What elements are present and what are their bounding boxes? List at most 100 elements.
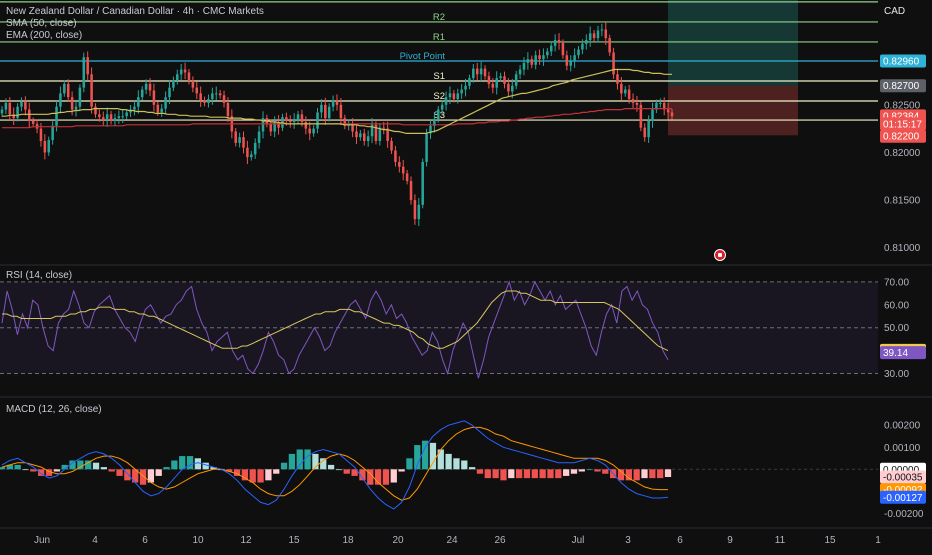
candle-body	[460, 89, 463, 94]
macd-histogram-bar	[38, 469, 45, 476]
macd-histogram-bar	[468, 467, 476, 470]
candle-body	[538, 55, 541, 60]
macd-histogram-bar	[296, 449, 303, 470]
macd-histogram-bar	[273, 469, 280, 474]
macd-badge-bg	[880, 490, 926, 504]
macd-histogram-bar	[0, 467, 6, 470]
candle-body	[437, 109, 440, 120]
candle-body	[343, 118, 347, 126]
macd-histogram-bar	[500, 469, 507, 481]
macd-histogram-bar	[382, 469, 390, 485]
candle-body	[542, 55, 545, 60]
rsi-legend[interactable]: RSI (14, close)	[6, 270, 73, 281]
candle-body	[503, 76, 506, 84]
candle-body	[78, 87, 82, 107]
candle-body	[98, 114, 101, 118]
macd-histogram-bar	[492, 469, 499, 479]
candle-body	[472, 68, 475, 79]
macd-histogram-bar	[61, 464, 68, 470]
candle-body	[549, 45, 553, 52]
candle-body	[66, 83, 70, 98]
candle-body	[530, 59, 534, 65]
macd-signal-line	[1, 426, 668, 501]
macd-histogram-bar	[6, 464, 13, 470]
sma-legend[interactable]: SMA (50, close)	[6, 18, 77, 29]
candle-body	[253, 142, 257, 155]
candle-body	[370, 124, 374, 137]
candle-body	[117, 116, 121, 119]
candle-body	[218, 93, 222, 96]
macd-histogram-bar	[69, 460, 76, 470]
macd-histogram-bar	[602, 469, 609, 474]
macd-histogram-bar	[320, 458, 327, 470]
currency-label[interactable]: CAD	[884, 6, 906, 17]
macd-histogram-bar	[124, 469, 131, 481]
candle-body	[483, 68, 487, 77]
candle-body	[109, 114, 113, 121]
candle-body	[351, 123, 354, 132]
candle-body	[514, 74, 518, 86]
candle-body	[534, 55, 537, 65]
macd-histogram-bar	[30, 469, 37, 472]
candle-body	[355, 131, 358, 138]
time-tick: 4	[92, 535, 98, 546]
candle-body	[296, 114, 300, 121]
candle-body	[394, 150, 397, 162]
candle-body	[246, 147, 249, 158]
candle-body	[616, 74, 619, 84]
candle-body	[565, 55, 569, 66]
candle-body	[152, 90, 156, 105]
macd-histogram-bar	[233, 469, 241, 476]
macd-histogram-bar	[155, 469, 162, 476]
price-tick: 0.81500	[884, 196, 921, 207]
rsi-band	[0, 281, 878, 374]
canada-flag-icon[interactable]	[714, 249, 726, 261]
macd-histogram-bar	[617, 469, 625, 481]
candle-body	[176, 74, 179, 81]
macd-histogram-bar	[14, 464, 21, 470]
candle-body	[635, 102, 639, 105]
target-zone	[668, 0, 798, 86]
macd-badge: -0.00127	[883, 493, 923, 504]
candle-body	[24, 101, 27, 110]
pivot-label: R2	[433, 12, 445, 23]
macd-histogram-bar	[476, 469, 484, 474]
candle-body	[211, 93, 214, 100]
candle-body	[409, 181, 413, 201]
macd-histogram-bar	[327, 464, 335, 470]
symbol-title[interactable]: New Zealand Dollar / Canadian Dollar · 4…	[6, 6, 264, 17]
ema-legend[interactable]: EMA (200, close)	[6, 30, 83, 41]
candle-body	[620, 83, 623, 94]
time-tick: Jun	[34, 535, 50, 546]
candle-body	[86, 57, 89, 75]
candle-body	[28, 109, 31, 121]
time-tick: 6	[142, 535, 148, 546]
macd-legend[interactable]: MACD (12, 26, close)	[6, 404, 102, 415]
price-tick: 0.82000	[884, 148, 921, 159]
macd-histogram-bar	[406, 458, 413, 470]
candle-body	[203, 100, 206, 103]
candle-body	[0, 109, 4, 114]
macd-histogram-bar	[202, 462, 209, 470]
candle-body	[199, 93, 202, 101]
candle-body	[526, 59, 530, 63]
candle-body	[94, 106, 97, 115]
macd-histogram-bar	[265, 469, 272, 481]
macd-histogram-bar	[461, 460, 468, 470]
macd-histogram-bar	[657, 469, 664, 479]
candle-body	[8, 102, 12, 115]
candle-body	[666, 109, 670, 113]
macd-histogram-bar	[100, 467, 107, 470]
price-badge: 0.82384	[883, 111, 920, 122]
candle-body	[604, 29, 608, 39]
candle-body	[70, 97, 74, 110]
candle-body	[339, 104, 343, 119]
macd-histogram-bar	[22, 469, 29, 471]
macd-histogram-bar	[664, 469, 672, 478]
macd-histogram-bar	[515, 469, 523, 479]
candle-body	[522, 62, 526, 70]
time-tick: 3	[625, 535, 631, 546]
candle-body	[405, 173, 409, 182]
